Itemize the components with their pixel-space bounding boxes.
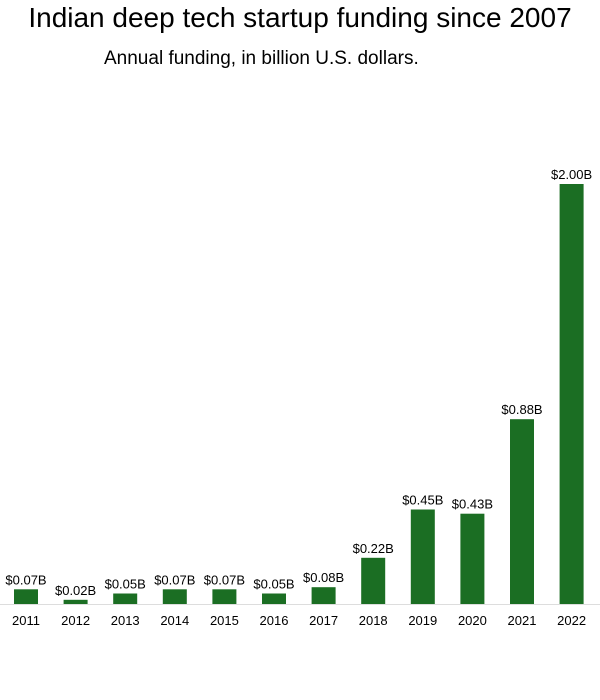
bar-2013	[113, 593, 138, 604]
bar-2021	[510, 419, 534, 604]
x-tick-label-2021: 2021	[508, 613, 537, 628]
x-tick-label-2011: 2011	[12, 613, 40, 628]
data-label-2012: $0.02B	[55, 583, 96, 598]
x-tick-label-2012: 2012	[61, 613, 90, 628]
bar-2012	[63, 599, 88, 604]
data-label-2018: $0.22B	[353, 541, 394, 556]
data-label-2015: $0.07B	[204, 572, 245, 587]
data-label-2017: $0.08B	[303, 570, 344, 585]
x-tick-label-2022: 2022	[557, 613, 586, 628]
bar-2014	[162, 589, 187, 604]
data-label-2020: $0.43B	[452, 497, 493, 512]
bar-2018	[361, 557, 386, 604]
chart-title: Indian deep tech startup funding since 2…	[28, 2, 572, 33]
data-label-2022: $2.00B	[551, 167, 592, 182]
x-tick-label-2016: 2016	[260, 613, 289, 628]
bar-2022	[559, 184, 584, 604]
x-tick-label-2018: 2018	[359, 613, 388, 628]
bar-2019	[410, 509, 435, 604]
data-label-2021: $0.88B	[501, 402, 542, 417]
x-tick-label-2020: 2020	[458, 613, 487, 628]
data-label-2019: $0.45B	[402, 493, 443, 508]
data-label-2016: $0.05B	[253, 577, 294, 592]
x-tick-label-2013: 2013	[111, 613, 140, 628]
x-tick-label-2015: 2015	[210, 613, 239, 628]
bar-2016	[262, 593, 286, 604]
data-label-2011: $0.07B	[5, 572, 46, 587]
data-label-2013: $0.05B	[105, 577, 146, 592]
data-label-2014: $0.07B	[154, 572, 195, 587]
x-tick-label-2017: 2017	[309, 613, 338, 628]
bar-2020	[460, 513, 485, 604]
bar-2015	[212, 589, 237, 604]
x-tick-label-2019: 2019	[408, 613, 437, 628]
chart-subtitle: Annual funding, in billion U.S. dollars.	[104, 48, 419, 69]
bar-2011	[14, 589, 38, 604]
bar-2017	[311, 587, 336, 604]
x-tick-label-2014: 2014	[160, 613, 189, 628]
